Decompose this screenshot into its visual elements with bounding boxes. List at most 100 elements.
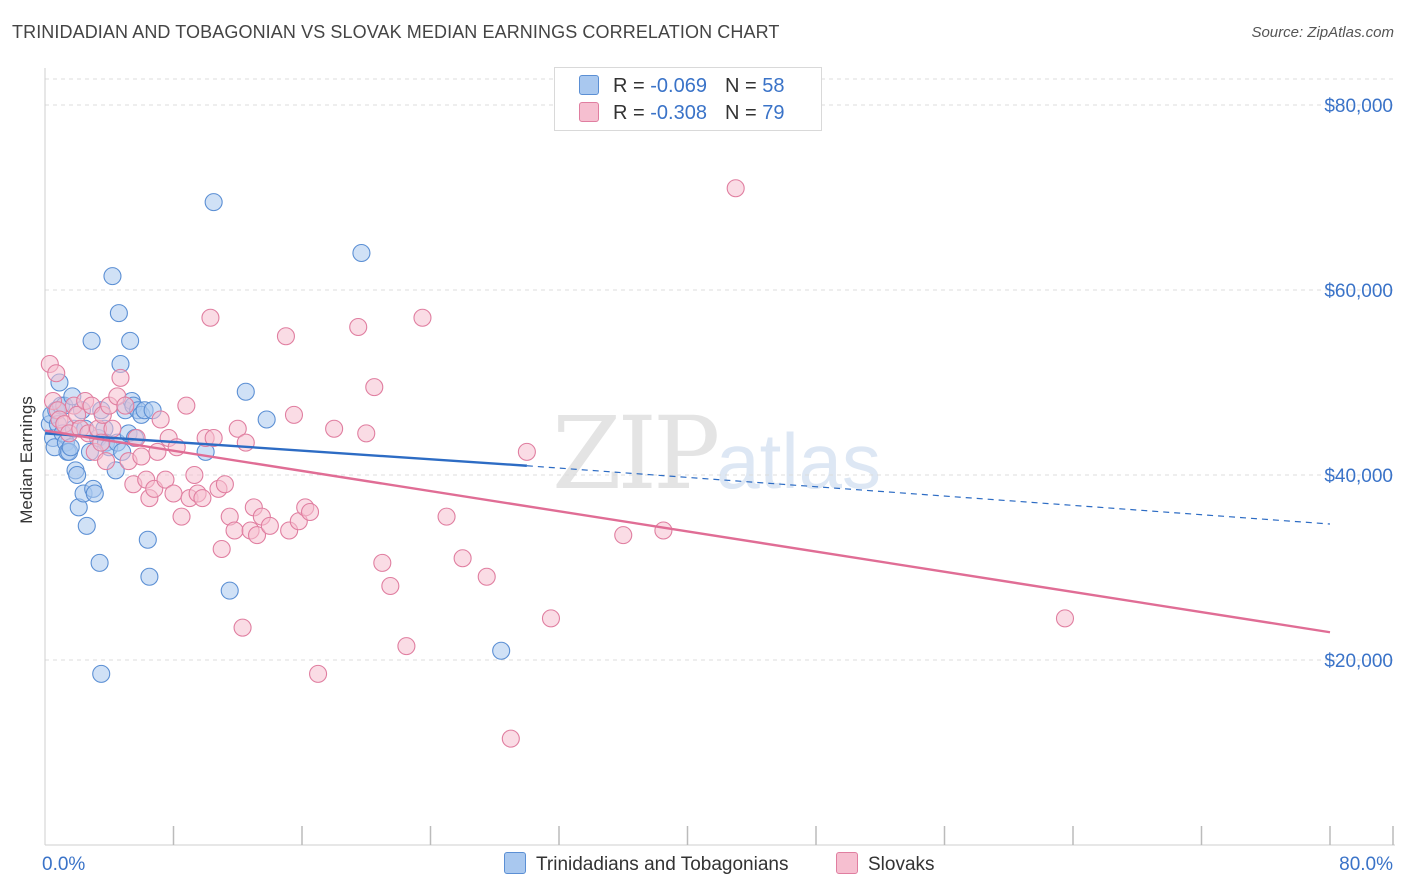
trend-line-trinidadian [44, 432, 527, 467]
data-point-trinidadian [90, 553, 109, 572]
bottom-legend-label: Slovaks [868, 854, 935, 875]
data-point-slovak [116, 396, 135, 415]
legend-swatch-slovak [579, 102, 599, 122]
data-point-slovak [185, 465, 204, 485]
data-point-slovak [453, 549, 472, 568]
bottom-legend-swatch-slovak [836, 852, 858, 874]
data-point-slovak [381, 576, 400, 596]
y-tick-label: $60,000 [1324, 281, 1393, 302]
legend-r-value: -0.308 [650, 102, 707, 124]
grid-layer [45, 78, 1395, 661]
correlation-legend: R = -0.069 N = 58 R = -0.308 N = 79 [554, 67, 822, 131]
x-tick-label: 80.0% [1339, 854, 1393, 875]
data-point-trinidadian [204, 193, 223, 212]
data-point-slovak [151, 410, 170, 429]
data-point-trinidadian [82, 331, 101, 350]
data-point-trinidadian [68, 465, 87, 485]
data-point-slovak [325, 419, 344, 438]
y-tick-label: $20,000 [1324, 651, 1393, 672]
bottom-legend-trinidadian[interactable]: Trinidadians and Tobagonians [504, 852, 788, 876]
axis-layer [44, 68, 1395, 846]
legend-r-value: -0.069 [650, 75, 707, 97]
legend-row-slovak: R = -0.308 N = 79 [579, 102, 784, 125]
chart-title: TRINIDADIAN AND TOBAGONIAN VS SLOVAK MED… [12, 22, 780, 42]
data-point-trinidadian [85, 484, 104, 503]
watermark-atlas: atlas [716, 417, 882, 505]
legend-n-value: 58 [762, 75, 785, 97]
data-point-slovak [260, 516, 279, 535]
bottom-legend-swatch-trinidadian [504, 852, 526, 874]
data-point-trinidadian [103, 267, 122, 286]
data-point-slovak [413, 308, 432, 327]
legend-n-label: N = [724, 102, 763, 124]
data-point-trinidadian [109, 304, 128, 323]
trend-layer [44, 429, 1331, 634]
legend-n-value: 79 [762, 102, 785, 124]
legend-swatch-trinidadian [579, 75, 599, 95]
data-point-slovak [541, 609, 561, 628]
series-layer [40, 179, 1075, 748]
data-point-slovak [357, 424, 376, 443]
data-point-slovak [156, 470, 175, 489]
data-point-slovak [614, 526, 633, 545]
data-point-slovak [215, 475, 234, 494]
series-slovak [40, 179, 1075, 748]
data-point-slovak [132, 447, 151, 466]
data-point-slovak [164, 484, 183, 503]
data-point-slovak [193, 489, 212, 508]
data-point-trinidadian [257, 410, 276, 429]
x-tick-label: 0.0% [42, 854, 85, 875]
trend-line-slovak [44, 429, 1331, 634]
trend-extension-trinidadian [526, 465, 1331, 525]
data-point-trinidadian [92, 664, 111, 683]
data-point-slovak [225, 521, 244, 540]
data-point-slovak [654, 521, 673, 540]
data-point-slovak [177, 396, 196, 415]
data-point-slovak [373, 553, 392, 572]
data-point-trinidadian [352, 243, 371, 263]
y-tick-label: $40,000 [1324, 466, 1393, 487]
data-point-slovak [172, 507, 191, 526]
y-tick-label: $80,000 [1324, 96, 1393, 117]
bottom-legend-slovak[interactable]: Slovaks [836, 852, 935, 876]
data-point-trinidadian [77, 516, 96, 535]
data-point-trinidadian [236, 382, 255, 401]
data-point-slovak [204, 428, 223, 448]
data-point-slovak [300, 502, 320, 522]
data-point-slovak [201, 308, 220, 327]
data-point-slovak [397, 637, 416, 656]
data-point-trinidadian [140, 567, 159, 586]
data-point-slovak [148, 442, 167, 461]
data-point-slovak [365, 378, 384, 397]
data-point-slovak [309, 664, 328, 683]
data-point-slovak [103, 419, 122, 438]
data-point-slovak [228, 419, 247, 438]
data-point-slovak [233, 618, 252, 637]
data-point-slovak [284, 405, 304, 424]
chart-source: Source: ZipAtlas.com [1251, 24, 1394, 41]
bottom-legend-label: Trinidadians and Tobagonians [536, 854, 789, 875]
data-point-slovak [1055, 609, 1075, 628]
legend-n-label: N = [724, 75, 763, 97]
legend-row-trinidadian: R = -0.069 N = 58 [579, 75, 784, 98]
data-point-trinidadian [220, 581, 239, 600]
data-point-slovak [437, 507, 456, 526]
data-point-slovak [47, 364, 66, 383]
data-point-slovak [236, 433, 255, 452]
data-point-slovak [517, 442, 536, 461]
data-point-slovak [726, 179, 745, 198]
data-point-slovak [477, 567, 496, 586]
data-point-trinidadian [492, 641, 511, 660]
data-point-slovak [501, 729, 520, 748]
watermark-zip: ZIP [552, 395, 720, 512]
legend-r-label: R = [613, 75, 651, 97]
data-point-trinidadian [138, 530, 157, 549]
data-point-slovak [349, 317, 368, 337]
data-point-slovak [111, 368, 130, 387]
watermark: ZIPatlas [552, 395, 881, 512]
data-point-slovak [247, 526, 267, 545]
y-axis-label: Median Earnings [17, 396, 36, 524]
legend-r-label: R = [613, 102, 651, 124]
data-point-slovak [212, 539, 231, 559]
